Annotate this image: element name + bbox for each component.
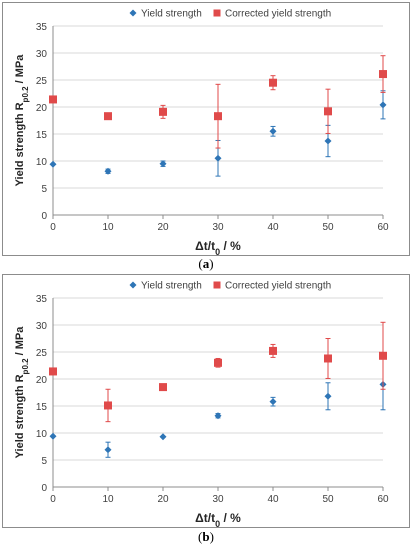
y-tick-label: 5 bbox=[41, 456, 47, 467]
y-tick-label: 15 bbox=[36, 402, 48, 413]
x-tick-label: 0 bbox=[50, 222, 56, 233]
data-point-yield-strength bbox=[324, 137, 332, 145]
caption-b: (b) bbox=[198, 529, 214, 544]
x-tick-label: 20 bbox=[157, 222, 169, 233]
y-tick-label: 20 bbox=[36, 103, 48, 114]
y-tick-label: 0 bbox=[41, 211, 47, 222]
legend-marker-square bbox=[213, 281, 221, 289]
x-tick-label: 20 bbox=[157, 494, 169, 505]
data-point-corrected-yield-strength bbox=[49, 95, 57, 104]
data-point-corrected-yield-strength bbox=[104, 401, 112, 410]
data-point-corrected-yield-strength bbox=[49, 367, 57, 376]
x-tick-label: 60 bbox=[377, 494, 389, 505]
legend-label: Corrected yield strength bbox=[225, 9, 331, 20]
legend-label: Yield strength bbox=[141, 281, 202, 292]
y-tick-label: 30 bbox=[36, 49, 48, 60]
chart-panel-a: 0 5 10 15 20 25 30 35 0 10 20 30 40 50 60 Δt/t0 / % Yiel… bbox=[2, 2, 410, 256]
x-axis-title-main: Δt/t bbox=[195, 239, 215, 253]
caption-a: (a) bbox=[198, 256, 214, 271]
x-tick-label: 60 bbox=[377, 222, 389, 233]
x-tick-label: 50 bbox=[322, 222, 334, 233]
legend-label: Corrected yield strength bbox=[225, 281, 331, 292]
x-axis-title-main: Δt/t bbox=[195, 511, 215, 525]
data-point-corrected-yield-strength bbox=[269, 78, 277, 87]
x-axis-title: Δt/t0 / % bbox=[195, 511, 241, 527]
y-tick-label: 0 bbox=[41, 483, 47, 494]
data-point-yield-strength bbox=[214, 412, 222, 420]
y-tick-label: 35 bbox=[36, 294, 48, 305]
legend-marker-square bbox=[213, 9, 221, 17]
y-axis-title: Yield strength Rp0.2 / MPa bbox=[14, 54, 30, 187]
data-point-yield-strength bbox=[269, 398, 277, 406]
data-point-yield-strength bbox=[49, 432, 57, 440]
data-point-yield-strength bbox=[159, 160, 167, 168]
x-tick-label: 10 bbox=[102, 494, 114, 505]
caption-a-label: a bbox=[202, 256, 210, 271]
data-point-corrected-yield-strength bbox=[324, 107, 332, 116]
legend-label: Yield strength bbox=[141, 9, 202, 20]
data-point-yield-strength bbox=[104, 167, 112, 175]
data-point-corrected-yield-strength bbox=[379, 351, 387, 360]
data-point-yield-strength bbox=[269, 127, 277, 135]
y-tick-label: 25 bbox=[36, 76, 48, 87]
y-axis-title-unit: / MPa bbox=[14, 326, 26, 359]
data-point-corrected-yield-strength bbox=[379, 70, 387, 79]
y-tick-label: 15 bbox=[36, 130, 48, 141]
x-tick-label: 0 bbox=[50, 494, 56, 505]
x-tick-label: 40 bbox=[267, 222, 279, 233]
data-point-corrected-yield-strength bbox=[159, 107, 167, 116]
y-axis-title: Yield strength Rp0.2 / MPa bbox=[14, 326, 30, 459]
x-tick-label: 50 bbox=[322, 494, 334, 505]
legend-marker-diamond bbox=[129, 281, 137, 289]
y-tick-label: 25 bbox=[36, 348, 48, 359]
x-axis-title-unit: / % bbox=[220, 239, 241, 253]
y-tick-label: 35 bbox=[36, 22, 48, 33]
data-point-yield-strength bbox=[159, 433, 167, 441]
y-tick-label: 5 bbox=[41, 184, 47, 195]
x-axis-title-unit: / % bbox=[220, 511, 241, 525]
chart-panel-b: 0 5 10 15 20 25 30 35 0 10 20 30 40 50 60 Δt/t0 / % Yiel… bbox=[2, 274, 410, 528]
data-point-yield-strength bbox=[379, 101, 387, 109]
x-tick-label: 10 bbox=[102, 222, 114, 233]
x-tick-label: 30 bbox=[212, 494, 224, 505]
x-axis-title-sub: 0 bbox=[215, 519, 220, 527]
data-point-yield-strength bbox=[104, 446, 112, 454]
y-tick-label: 10 bbox=[36, 429, 48, 440]
x-tick-label: 30 bbox=[212, 222, 224, 233]
data-point-corrected-yield-strength bbox=[269, 346, 277, 355]
legend-marker-diamond bbox=[129, 9, 137, 17]
data-point-yield-strength bbox=[49, 160, 57, 168]
y-axis-title-main: Yield strength R bbox=[14, 374, 26, 458]
y-tick-label: 20 bbox=[36, 375, 48, 386]
data-point-corrected-yield-strength bbox=[104, 112, 112, 121]
data-point-corrected-yield-strength bbox=[159, 383, 167, 392]
y-axis-title-main: Yield strength R bbox=[14, 102, 26, 186]
data-point-yield-strength bbox=[214, 154, 222, 162]
data-point-yield-strength bbox=[324, 392, 332, 400]
y-tick-label: 30 bbox=[36, 321, 48, 332]
x-axis-title: Δt/t0 / % bbox=[195, 239, 241, 255]
y-axis-title-sub: p0.2 bbox=[21, 86, 30, 103]
y-axis-title-unit: / MPa bbox=[14, 54, 26, 87]
data-point-corrected-yield-strength bbox=[324, 354, 332, 363]
x-tick-label: 40 bbox=[267, 494, 279, 505]
caption-b-label: b bbox=[202, 529, 210, 544]
data-point-corrected-yield-strength bbox=[214, 112, 222, 121]
y-tick-label: 10 bbox=[36, 157, 48, 168]
y-axis-title-sub: p0.2 bbox=[21, 358, 30, 375]
x-axis-title-sub: 0 bbox=[215, 247, 220, 255]
data-point-corrected-yield-strength bbox=[214, 358, 222, 367]
